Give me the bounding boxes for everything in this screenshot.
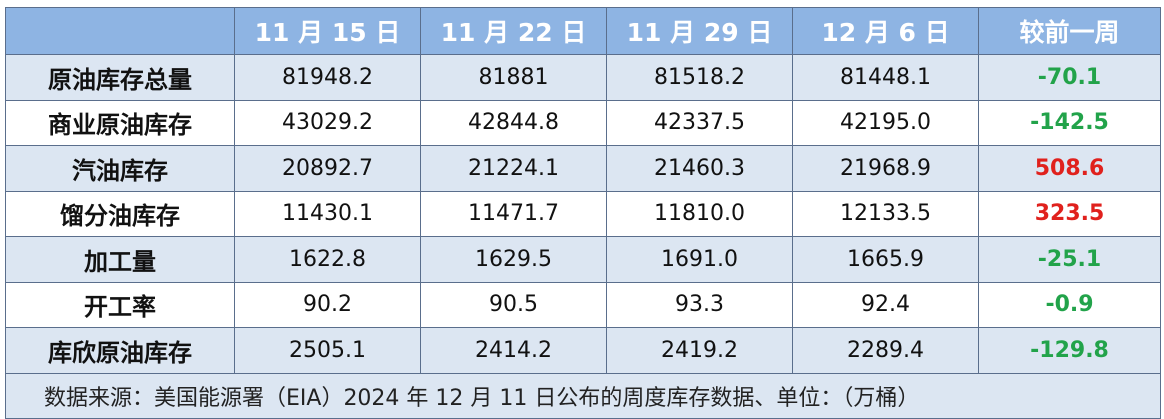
- header-week-4: 12 月 6 日: [792, 7, 979, 55]
- value-cell: 81518.2: [606, 54, 793, 101]
- change-cell: -0.9: [978, 281, 1161, 328]
- value-cell: 11471.7: [420, 190, 607, 237]
- value-cell: 90.2: [234, 281, 421, 328]
- value-cell: 92.4: [792, 281, 979, 328]
- table-row: 汽油库存 20892.7 21224.1 21460.3 21968.9 508…: [5, 145, 1161, 192]
- value-cell: 11430.1: [234, 190, 421, 237]
- value-cell: 43029.2: [234, 99, 421, 146]
- row-label: 原油库存总量: [5, 54, 235, 101]
- value-cell: 2414.2: [420, 327, 607, 374]
- value-cell: 20892.7: [234, 145, 421, 192]
- row-label: 汽油库存: [5, 145, 235, 192]
- change-cell: -129.8: [978, 327, 1161, 374]
- value-cell: 11810.0: [606, 190, 793, 237]
- change-cell: -70.1: [978, 54, 1161, 101]
- table-row: 馏分油库存 11430.1 11471.7 11810.0 12133.5 32…: [5, 190, 1161, 237]
- change-cell: -142.5: [978, 99, 1161, 146]
- value-cell: 21224.1: [420, 145, 607, 192]
- value-cell: 93.3: [606, 281, 793, 328]
- table-row: 开工率 90.2 90.5 93.3 92.4 -0.9: [5, 281, 1161, 328]
- value-cell: 2289.4: [792, 327, 979, 374]
- row-label: 馏分油库存: [5, 190, 235, 237]
- value-cell: 2505.1: [234, 327, 421, 374]
- header-week-1: 11 月 15 日: [234, 7, 421, 55]
- inventory-table-container: 11 月 15 日 11 月 22 日 11 月 29 日 12 月 6 日 较…: [5, 7, 1161, 419]
- value-cell: 1629.5: [420, 236, 607, 283]
- value-cell: 21460.3: [606, 145, 793, 192]
- value-cell: 1665.9: [792, 236, 979, 283]
- footnote-row: 数据来源：美国能源署（EIA）2024 年 12 月 11 日公布的周度库存数据…: [5, 372, 1161, 419]
- value-cell: 81948.2: [234, 54, 421, 101]
- change-cell: -25.1: [978, 236, 1161, 283]
- value-cell: 42337.5: [606, 99, 793, 146]
- row-label: 开工率: [5, 281, 235, 328]
- row-label: 库欣原油库存: [5, 327, 235, 374]
- value-cell: 81881: [420, 54, 607, 101]
- change-cell: 508.6: [978, 145, 1161, 192]
- value-cell: 90.5: [420, 281, 607, 328]
- value-cell: 42195.0: [792, 99, 979, 146]
- change-cell: 323.5: [978, 190, 1161, 237]
- value-cell: 81448.1: [792, 54, 979, 101]
- header-weekly-change: 较前一周: [978, 7, 1161, 55]
- table-row: 商业原油库存 43029.2 42844.8 42337.5 42195.0 -…: [5, 99, 1161, 146]
- value-cell: 12133.5: [792, 190, 979, 237]
- header-corner: [5, 7, 235, 55]
- header-week-3: 11 月 29 日: [606, 7, 793, 55]
- table-row: 原油库存总量 81948.2 81881 81518.2 81448.1 -70…: [5, 54, 1161, 101]
- value-cell: 42844.8: [420, 99, 607, 146]
- value-cell: 1691.0: [606, 236, 793, 283]
- header-week-2: 11 月 22 日: [420, 7, 607, 55]
- eia-inventory-table: 11 月 15 日 11 月 22 日 11 月 29 日 12 月 6 日 较…: [5, 7, 1161, 419]
- row-label: 商业原油库存: [5, 99, 235, 146]
- value-cell: 21968.9: [792, 145, 979, 192]
- row-label: 加工量: [5, 236, 235, 283]
- value-cell: 1622.8: [234, 236, 421, 283]
- header-row: 11 月 15 日 11 月 22 日 11 月 29 日 12 月 6 日 较…: [5, 7, 1161, 55]
- table-row: 库欣原油库存 2505.1 2414.2 2419.2 2289.4 -129.…: [5, 327, 1161, 374]
- data-source-footnote: 数据来源：美国能源署（EIA）2024 年 12 月 11 日公布的周度库存数据…: [5, 372, 1161, 419]
- table-row: 加工量 1622.8 1629.5 1691.0 1665.9 -25.1: [5, 236, 1161, 283]
- value-cell: 2419.2: [606, 327, 793, 374]
